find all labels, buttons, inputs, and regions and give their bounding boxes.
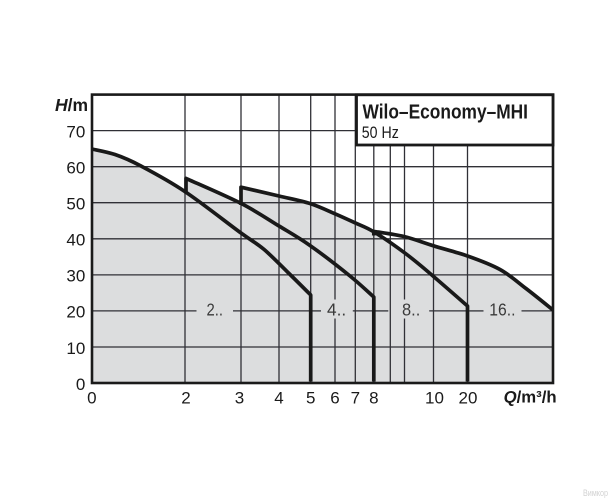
svg-text:4: 4 — [274, 388, 283, 407]
svg-text:20: 20 — [66, 303, 85, 322]
svg-text:H/m: H/m — [55, 95, 88, 115]
svg-text:7: 7 — [351, 388, 360, 407]
svg-text:5: 5 — [306, 388, 315, 407]
svg-text:16..: 16.. — [489, 299, 515, 319]
svg-text:6: 6 — [330, 388, 339, 407]
svg-text:Вимкор: Вимкор — [583, 488, 608, 498]
svg-text:2: 2 — [181, 388, 190, 407]
svg-text:60: 60 — [66, 159, 85, 178]
svg-text:2..: 2.. — [207, 299, 224, 319]
svg-text:10: 10 — [425, 388, 444, 407]
svg-text:50 Hz: 50 Hz — [362, 123, 399, 142]
svg-text:30: 30 — [66, 267, 85, 286]
svg-text:50: 50 — [66, 195, 85, 214]
svg-text:0: 0 — [87, 388, 96, 407]
svg-text:Wilo–Economy–MHI: Wilo–Economy–MHI — [363, 100, 529, 123]
svg-text:70: 70 — [66, 122, 85, 141]
svg-text:3: 3 — [235, 388, 244, 407]
svg-text:20: 20 — [459, 388, 478, 407]
svg-text:40: 40 — [66, 231, 85, 250]
svg-text:8: 8 — [369, 388, 378, 407]
svg-text:10: 10 — [66, 339, 85, 358]
svg-text:4..: 4.. — [327, 299, 346, 319]
svg-text:Q/m³/h: Q/m³/h — [504, 389, 557, 407]
svg-text:8..: 8.. — [402, 299, 420, 319]
svg-text:0: 0 — [76, 375, 85, 394]
